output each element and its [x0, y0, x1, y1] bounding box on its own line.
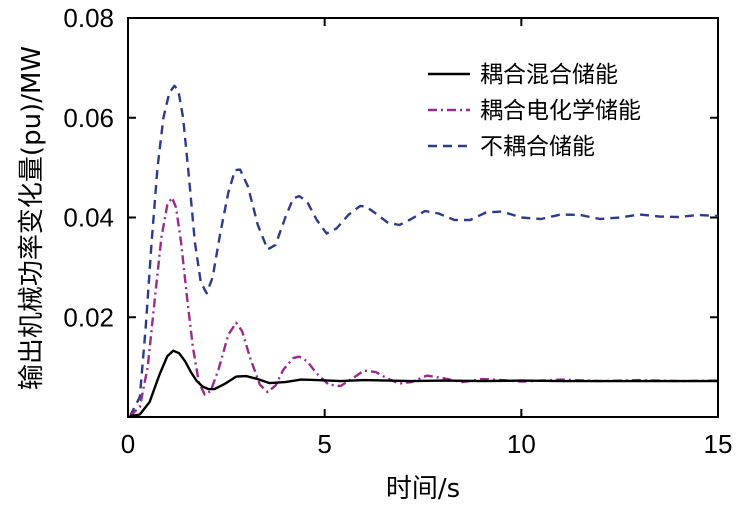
y-tick-label: 0.08 [63, 3, 114, 33]
legend-label-1: 耦合混合储能 [480, 62, 618, 88]
y-tick-label: 0.06 [63, 103, 114, 133]
y-tick-label: 0.04 [63, 203, 114, 233]
x-tick-label: 0 [121, 429, 135, 459]
plot-frame [127, 17, 719, 418]
legend-label-2: 耦合电化学储能 [480, 98, 641, 124]
y-axis-title: 输出机械功率变化量(pu)/MW [17, 46, 47, 390]
series-line-1 [129, 349, 718, 418]
y-tick-label: 0.02 [63, 302, 114, 332]
series-line-2 [129, 196, 719, 417]
x-axis-title: 时间/s [386, 474, 460, 504]
x-tick-label: 10 [507, 429, 536, 459]
axis-ticks [128, 18, 718, 417]
tick-labels: 0 5 10 15 0.02 0.04 0.06 0.08 [63, 3, 732, 459]
x-tick-label: 5 [317, 429, 331, 459]
legend-label-3: 不耦合储能 [480, 134, 595, 160]
series-layer [128, 84, 719, 418]
series-line-3 [128, 84, 719, 417]
x-tick-label: 15 [704, 429, 733, 459]
